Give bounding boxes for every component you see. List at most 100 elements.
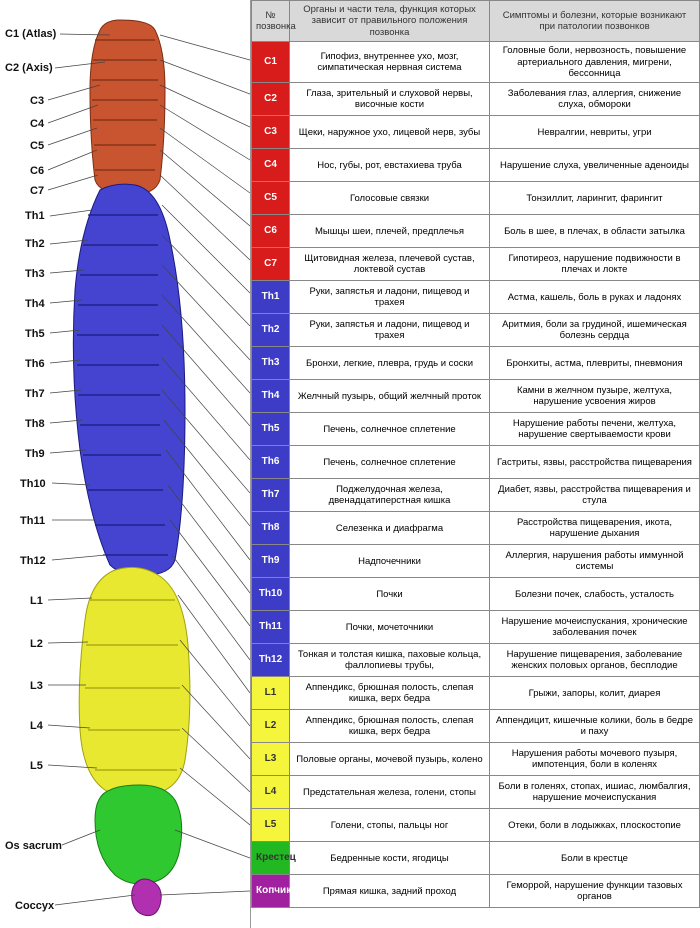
cell-vertebra-id: L2 (252, 710, 290, 743)
cell-vertebra-id: Крестец (252, 842, 290, 875)
cell-vertebra-id: C6 (252, 215, 290, 248)
header-symptoms: Симптомы и болезни, которые возникают пр… (490, 1, 700, 42)
cell-vertebra-id: Th9 (252, 545, 290, 578)
cell-vertebra-id: C4 (252, 149, 290, 182)
cell-symptoms: Отеки, боли в лодыжках, плоскостопие (490, 809, 700, 842)
cell-vertebra-id: Th5 (252, 413, 290, 446)
cell-organs: Руки, запястья и ладони, пищевод и трахе… (290, 314, 490, 347)
cell-organs: Желчный пузырь, общий желчный проток (290, 380, 490, 413)
table-header-row: № позвонка Органы и части тела, функция … (252, 1, 700, 42)
cell-vertebra-id: C5 (252, 182, 290, 215)
table-row: КопчикПрямая кишка, задний проходГеморро… (252, 875, 700, 908)
spine-label: C6 (30, 165, 44, 177)
cell-vertebra-id: Th10 (252, 578, 290, 611)
cell-symptoms: Невралгии, невриты, угри (490, 116, 700, 149)
cell-symptoms: Боль в шее, в плечах, в области затылка (490, 215, 700, 248)
spine-label: Th6 (25, 358, 45, 370)
cell-symptoms: Астма, кашель, боль в руках и ладонях (490, 281, 700, 314)
spine-label: Th7 (25, 388, 45, 400)
cell-organs: Селезенка и диафрагма (290, 512, 490, 545)
cell-vertebra-id: Th6 (252, 446, 290, 479)
cell-symptoms: Геморрой, нарушение функции тазовых орга… (490, 875, 700, 908)
cell-symptoms: Бронхиты, астма, плевриты, пневмония (490, 347, 700, 380)
cell-symptoms: Заболевания глаз, аллергия, снижение слу… (490, 83, 700, 116)
cell-symptoms: Нарушение слуха, увеличенные аденоиды (490, 149, 700, 182)
cell-symptoms: Нарушение пищеварения, заболевание женск… (490, 644, 700, 677)
cell-vertebra-id: C2 (252, 83, 290, 116)
spine-label: C3 (30, 95, 44, 107)
cell-organs: Надпочечники (290, 545, 490, 578)
cell-symptoms: Расстройства пищеварения, икота, нарушен… (490, 512, 700, 545)
cell-organs: Нос, губы, рот, евстахиева труба (290, 149, 490, 182)
table-row: Th7Поджелудочная железа, двенадцатиперст… (252, 479, 700, 512)
table-row: Th6Печень, солнечное сплетениеГастриты, … (252, 446, 700, 479)
spine-label: Th2 (25, 238, 45, 250)
table-row: C1Гипофиз, внутреннее ухо, мозг, симпати… (252, 42, 700, 83)
spine-diagram-column: C1 (Atlas)C2 (Axis)C3C4C5C6C7Th1Th2Th3Th… (0, 0, 250, 928)
cell-symptoms: Диабет, язвы, расстройства пищеварения и… (490, 479, 700, 512)
spine-label: Coccyx (15, 900, 54, 912)
vertebrae-table-column: № позвонка Органы и части тела, функция … (250, 0, 700, 928)
spine-label: Th9 (25, 448, 45, 460)
header-vertebra: № позвонка (252, 1, 290, 42)
cell-organs: Щитовидная железа, плечевой сустав, локт… (290, 248, 490, 281)
cell-vertebra-id: Th11 (252, 611, 290, 644)
spine-label: Th5 (25, 328, 45, 340)
cell-organs: Гипофиз, внутреннее ухо, мозг, симпатиче… (290, 42, 490, 83)
table-row: Th1Руки, запястья и ладони, пищевод и тр… (252, 281, 700, 314)
cell-symptoms: Тонзиллит, ларингит, фарингит (490, 182, 700, 215)
table-row: Th5Печень, солнечное сплетениеНарушение … (252, 413, 700, 446)
cell-vertebra-id: L1 (252, 677, 290, 710)
spine-label: L1 (30, 595, 43, 607)
cell-symptoms: Боли в голенях, стопах, ишиас, люмбалгия… (490, 776, 700, 809)
table-row: КрестецБедренные кости, ягодицыБоли в кр… (252, 842, 700, 875)
table-row: Th10ПочкиБолезни почек, слабость, устало… (252, 578, 700, 611)
cell-organs: Бронхи, легкие, плевра, грудь и соски (290, 347, 490, 380)
table-row: Th4Желчный пузырь, общий желчный протокК… (252, 380, 700, 413)
table-row: Th9НадпочечникиАллергия, нарушения работ… (252, 545, 700, 578)
table-row: Th11Почки, мочеточникиНарушение мочеиспу… (252, 611, 700, 644)
spine-label: Th12 (20, 555, 46, 567)
cell-vertebra-id: L4 (252, 776, 290, 809)
cell-vertebra-id: Th4 (252, 380, 290, 413)
cell-symptoms: Нарушения работы мочевого пузыря, импоте… (490, 743, 700, 776)
spine-label: Th3 (25, 268, 45, 280)
table-row: C3Щеки, наружное ухо, лицевой нерв, зубы… (252, 116, 700, 149)
cell-organs: Мышцы шеи, плечей, предплечья (290, 215, 490, 248)
cell-symptoms: Боли в крестце (490, 842, 700, 875)
cell-organs: Прямая кишка, задний проход (290, 875, 490, 908)
cell-organs: Руки, запястья и ладони, пищевод и трахе… (290, 281, 490, 314)
cell-organs: Печень, солнечное сплетение (290, 413, 490, 446)
cell-vertebra-id: Th8 (252, 512, 290, 545)
spine-label: C1 (Atlas) (5, 28, 56, 40)
table-row: Th12Тонкая и толстая кишка, паховые коль… (252, 644, 700, 677)
cell-symptoms: Гипотиреоз, нарушение подвижности в плеч… (490, 248, 700, 281)
spine-label: L5 (30, 760, 43, 772)
cell-organs: Печень, солнечное сплетение (290, 446, 490, 479)
table-row: L4Предстательная железа, голени, стопыБо… (252, 776, 700, 809)
cell-vertebra-id: Th3 (252, 347, 290, 380)
spine-label: C2 (Axis) (5, 62, 53, 74)
cell-symptoms: Нарушение работы печени, желтуха, наруше… (490, 413, 700, 446)
table-row: C4Нос, губы, рот, евстахиева трубаНаруше… (252, 149, 700, 182)
cell-organs: Глаза, зрительный и слуховой нервы, висо… (290, 83, 490, 116)
cell-vertebra-id: Th1 (252, 281, 290, 314)
cell-symptoms: Грыжи, запоры, колит, диарея (490, 677, 700, 710)
cell-organs: Почки (290, 578, 490, 611)
cell-vertebra-id: L5 (252, 809, 290, 842)
cell-symptoms: Нарушение мочеиспускания, хронические за… (490, 611, 700, 644)
table-row: C7Щитовидная железа, плечевой сустав, ло… (252, 248, 700, 281)
header-organs: Органы и части тела, функция которых зав… (290, 1, 490, 42)
cell-vertebra-id: L3 (252, 743, 290, 776)
table-row: L1Аппендикс, брюшная полость, слепая киш… (252, 677, 700, 710)
cell-organs: Предстательная железа, голени, стопы (290, 776, 490, 809)
cell-organs: Аппендикс, брюшная полость, слепая кишка… (290, 710, 490, 743)
spine-label: Th11 (20, 515, 45, 527)
table-body: C1Гипофиз, внутреннее ухо, мозг, симпати… (252, 42, 700, 908)
table-row: C2Глаза, зрительный и слуховой нервы, ви… (252, 83, 700, 116)
spine-label: Th10 (20, 478, 46, 490)
table-row: Th3Бронхи, легкие, плевра, грудь и соски… (252, 347, 700, 380)
cell-organs: Поджелудочная железа, двенадцатиперстная… (290, 479, 490, 512)
cell-organs: Почки, мочеточники (290, 611, 490, 644)
cell-vertebra-id: Th2 (252, 314, 290, 347)
